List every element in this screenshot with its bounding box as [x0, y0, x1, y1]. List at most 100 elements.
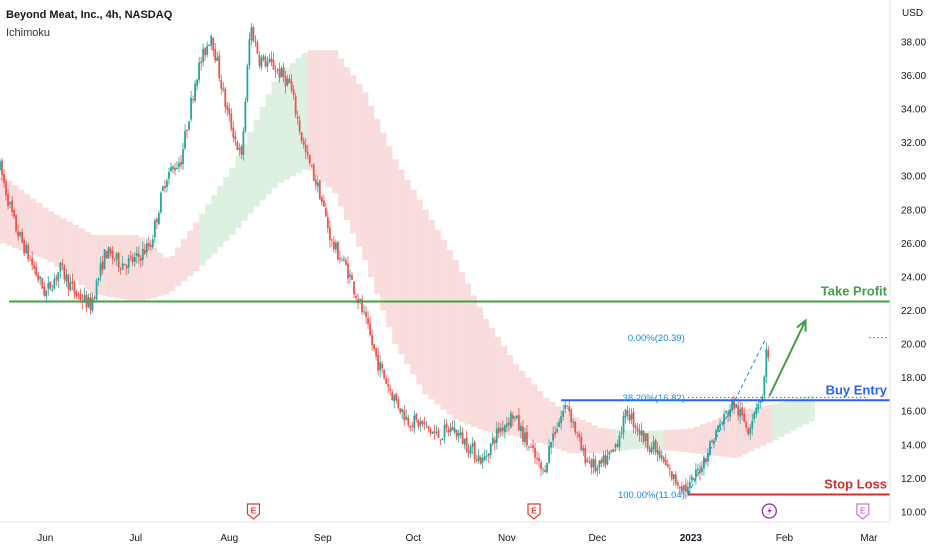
- cloud-segment: [386, 146, 393, 328]
- cloud-segment: [543, 397, 550, 445]
- earnings-icon: [856, 503, 870, 520]
- cloud-segment: [699, 424, 707, 455]
- candle-body: [341, 260, 343, 262]
- indicator-label[interactable]: Ichimoku: [6, 27, 51, 39]
- cloud-segment: [464, 283, 471, 425]
- candle-body: [43, 286, 46, 296]
- cloud-segment: [319, 50, 327, 182]
- cloud-segment: [181, 239, 188, 282]
- candle-body: [77, 294, 80, 296]
- cloud-segment: [537, 391, 544, 444]
- price-tick-label: 20.00: [901, 340, 926, 351]
- earnings-icon: [246, 503, 261, 520]
- candle-body: [304, 144, 307, 153]
- time-tick-label: Oct: [406, 533, 422, 544]
- candle-body: [419, 421, 422, 426]
- candle-body: [101, 261, 104, 270]
- candle-body: [654, 439, 657, 453]
- price-tick-label: 28.00: [901, 205, 926, 216]
- candle-body: [123, 263, 126, 266]
- candle-body: [483, 455, 486, 460]
- time-axis: Jun Jul Aug Sep Oct Nov Dec 2023 Feb Mar: [0, 521, 890, 544]
- candle-body: [162, 186, 164, 191]
- price-tick-label: 22.00: [901, 306, 926, 317]
- candle-body: [75, 291, 78, 297]
- cloud-segment: [102, 234, 109, 296]
- cloud-segment: [428, 219, 435, 400]
- candle-body: [186, 129, 188, 132]
- candle-body: [395, 393, 398, 401]
- target-arrow-shaft: [768, 320, 807, 397]
- candle-body: [520, 425, 522, 432]
- candle-body: [749, 427, 752, 434]
- price-tick-label: 24.00: [901, 272, 926, 283]
- candle-body: [626, 410, 629, 416]
- cloud-segment: [168, 255, 176, 292]
- candle-body: [610, 450, 613, 452]
- cloud-segment: [380, 132, 387, 311]
- candle-body: [135, 253, 138, 257]
- cloud-segment: [693, 426, 701, 454]
- candle-body: [324, 208, 327, 217]
- candle-body: [660, 455, 663, 459]
- price-tick-label: 36.00: [901, 71, 926, 82]
- candle-body: [200, 61, 203, 64]
- candle-body: [61, 263, 64, 265]
- cloud-segment: [313, 50, 321, 177]
- candle-body: [1, 160, 3, 176]
- candle-body: [682, 485, 685, 491]
- candle-body: [284, 76, 287, 87]
- candle-body: [699, 470, 701, 474]
- candle-body: [586, 459, 589, 462]
- cloud-segment: [72, 224, 79, 281]
- candle-body: [288, 78, 291, 83]
- cloud-segment: [742, 409, 749, 455]
- candle-body: [560, 416, 563, 424]
- cloud-segment: [265, 94, 272, 195]
- candle-body: [407, 417, 410, 426]
- candles: [0, 23, 770, 500]
- candle-body: [688, 482, 691, 488]
- candle-body: [3, 174, 5, 183]
- cloud-segment: [60, 218, 67, 272]
- time-tick-label: Mar: [860, 533, 878, 544]
- candle-body: [467, 450, 470, 453]
- candle-body: [109, 248, 112, 254]
- cloud-segment: [470, 295, 477, 427]
- candle-body: [260, 57, 263, 68]
- candle-body: [31, 257, 34, 266]
- cloud-segment: [675, 429, 683, 452]
- cloud-segment: [343, 67, 351, 220]
- candle-body: [425, 423, 428, 425]
- cloud-segment: [30, 198, 37, 255]
- candle-body: [300, 132, 303, 141]
- candle-body: [234, 136, 237, 140]
- candle-body: [59, 262, 62, 272]
- earnings-icon-label: E: [531, 506, 537, 516]
- candle-body: [51, 289, 54, 291]
- candle-body: [437, 430, 440, 438]
- cloud-segment: [645, 431, 652, 449]
- cloud-segment: [452, 260, 459, 420]
- candle-body: [176, 167, 178, 170]
- cloud-segment: [36, 203, 43, 257]
- time-tick-label: 2023: [680, 533, 703, 544]
- price-tick-label: 34.00: [901, 105, 926, 116]
- cloud-segment: [0, 176, 7, 244]
- candle-body: [572, 421, 575, 423]
- candle-body: [489, 443, 492, 456]
- candle-body: [184, 130, 186, 149]
- candle-body: [757, 404, 760, 410]
- cloud-segment: [482, 318, 490, 432]
- candle-body: [652, 441, 655, 450]
- candle-body: [453, 427, 456, 433]
- candle-body: [580, 436, 583, 451]
- candle-body: [168, 172, 170, 179]
- cloud-segment: [494, 337, 502, 434]
- candle-body: [612, 448, 615, 452]
- cloud-segment: [90, 234, 97, 294]
- cloud-segment: [6, 180, 13, 246]
- candle-body: [208, 44, 211, 46]
- candle-body: [421, 420, 424, 425]
